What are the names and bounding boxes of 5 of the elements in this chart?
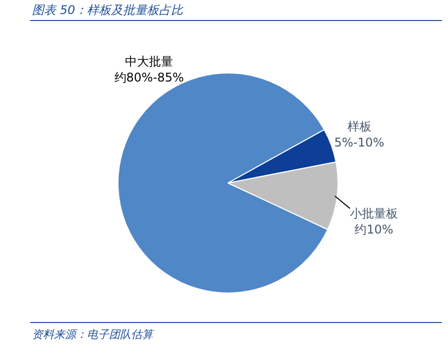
slice-label: 小批量板约10%: [350, 206, 398, 237]
chart-title: 图表 50：样板及批量板占比: [32, 2, 184, 19]
text: 资料来源：电子团队估算: [32, 327, 153, 342]
slice-label: 样板5%-10%: [334, 119, 384, 150]
slice-label: 中大批量约80%-85%: [114, 54, 184, 84]
